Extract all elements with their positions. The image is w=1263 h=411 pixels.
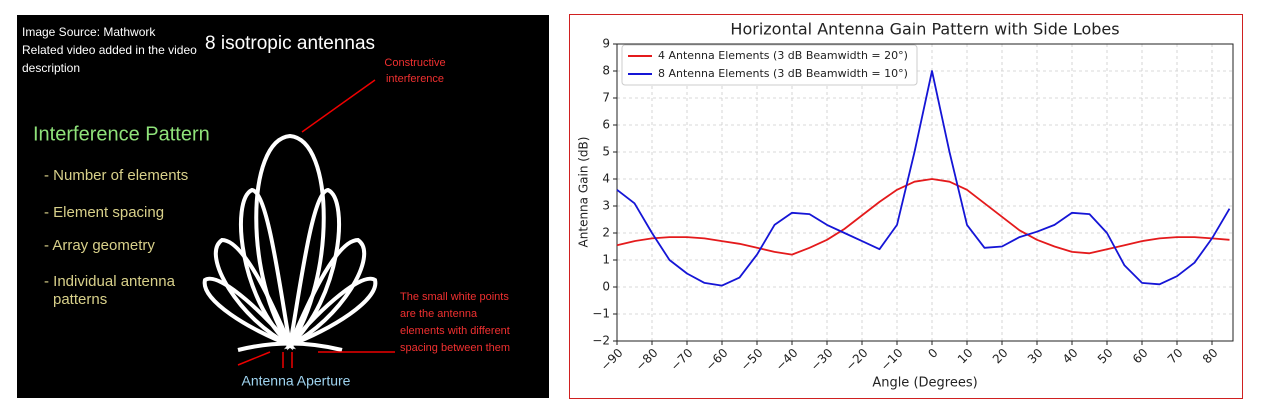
y-tick-label: −2 <box>592 334 610 348</box>
aperture-label: Antenna Aperture <box>242 373 351 389</box>
side-lobe <box>286 187 341 351</box>
y-tick-label: 9 <box>602 37 610 51</box>
y-tick-label: 1 <box>602 253 610 267</box>
section-title: Interference Pattern <box>33 123 210 145</box>
source-line: Related video added in the video <box>22 43 197 57</box>
aperture-arc <box>237 341 343 352</box>
note-line: elements with different <box>400 325 510 337</box>
plot-frame <box>616 43 1234 342</box>
note-line: The small white points <box>400 291 509 303</box>
arrow <box>237 351 271 366</box>
x-axis-label: Angle (Degrees) <box>872 376 977 391</box>
bullet: - Number of elements <box>44 167 188 184</box>
side-lobe <box>283 276 378 350</box>
y-tick-label: 4 <box>602 172 610 186</box>
y-tick-label: 3 <box>602 199 610 213</box>
y-tick-label: 8 <box>602 64 610 78</box>
bullet: - Array geometry <box>44 237 155 254</box>
bullet: - Individual antenna <box>44 273 176 290</box>
pointer-arrows <box>237 79 395 368</box>
note-line: are the antenna <box>400 308 478 320</box>
source-line: Image Source: Mathwork <box>22 25 156 39</box>
y-tick-label: −1 <box>592 307 610 321</box>
arrow <box>301 79 376 133</box>
slide-panel: Image Source: Mathwork Related video add… <box>17 15 549 398</box>
series-line <box>616 178 1230 256</box>
legend-label: 4 Antenna Elements (3 dB Beamwidth = 20°… <box>658 49 908 62</box>
side-lobe <box>239 187 294 351</box>
main-lobe <box>254 133 326 349</box>
y-tick-label: 6 <box>602 118 610 132</box>
bullet: patterns <box>53 291 107 308</box>
y-tick-label: 2 <box>602 226 610 240</box>
slide-heading: 8 isotropic antennas <box>205 33 375 54</box>
series-line <box>616 70 1231 287</box>
callout: interference <box>386 73 444 85</box>
y-axis-label: Antenna Gain (dB) <box>577 137 591 248</box>
side-lobe <box>202 276 297 350</box>
y-tick-label: 7 <box>602 91 610 105</box>
callout: Constructive <box>384 57 445 69</box>
note-line: spacing between them <box>400 342 510 354</box>
lobe-drawing <box>202 133 378 352</box>
bullet: - Element spacing <box>44 204 164 221</box>
y-tick-label: 5 <box>602 145 610 159</box>
source-line: description <box>22 61 80 75</box>
chart-title: Horizontal Antenna Gain Pattern with Sid… <box>730 20 1119 39</box>
side-lobe <box>214 237 294 350</box>
y-tick-label: 0 <box>602 280 610 294</box>
legend-label: 8 Antenna Elements (3 dB Beamwidth = 10°… <box>658 67 908 80</box>
side-lobe <box>286 237 366 350</box>
legend-box <box>621 44 918 86</box>
